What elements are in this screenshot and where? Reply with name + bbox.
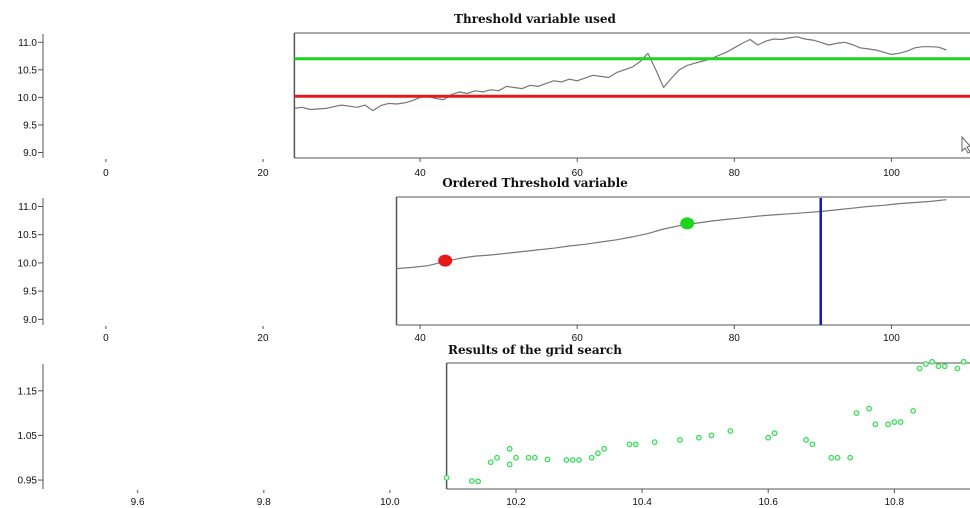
chart2-scatter-point bbox=[468, 478, 475, 484]
chart1-y-tick-label: 10.0 bbox=[18, 258, 38, 269]
chart1-marker-point bbox=[680, 217, 695, 230]
chart2-scatter-point bbox=[872, 421, 879, 428]
chart2-scatter-point bbox=[443, 474, 450, 481]
chart2-scatter-point bbox=[544, 456, 551, 463]
chart0-y-tick-label: 10.0 bbox=[18, 93, 38, 104]
chart0-title: Threshold variable used bbox=[454, 12, 617, 26]
chart2-scatter-point bbox=[695, 434, 702, 441]
chart2-scatter-point bbox=[506, 445, 513, 452]
chart0-y-tick-label: 10.5 bbox=[18, 65, 38, 76]
chart2-x-tick-label: 9.8 bbox=[257, 497, 271, 508]
chart2-scatter-point bbox=[935, 363, 942, 370]
chart0-x-tick-label: 100 bbox=[883, 168, 900, 179]
chart2-scatter-point bbox=[828, 454, 835, 461]
chart2-scatter-point bbox=[765, 434, 772, 441]
chart2-scatter-point bbox=[897, 419, 904, 425]
chart2-scatter-point bbox=[803, 436, 809, 443]
chart2-scatter-point bbox=[632, 441, 639, 448]
chart2-scatter-point bbox=[494, 454, 500, 461]
chart2-scatter-point bbox=[475, 478, 482, 485]
chart1-title: Ordered Threshold variable bbox=[442, 176, 628, 190]
chart2-scatter-point bbox=[885, 421, 891, 428]
chart2-scatter-point bbox=[910, 407, 917, 414]
chart2-scatter-point bbox=[834, 454, 841, 461]
chart2-x-tick-label: 9.6 bbox=[131, 497, 145, 508]
chart2-scatter-point bbox=[929, 358, 936, 365]
chart2-scatter-point bbox=[651, 439, 658, 446]
chart0-series-line bbox=[294, 36, 947, 112]
chart2-scatter-point bbox=[771, 430, 778, 437]
chart2-x-tick-label: 10.4 bbox=[632, 497, 652, 508]
chart2-scatter-point bbox=[708, 432, 715, 439]
mouse-cursor-icon bbox=[961, 135, 970, 154]
chart0-y-tick-label: 11.0 bbox=[18, 38, 37, 49]
chart2-scatter-point bbox=[954, 365, 961, 372]
chart1-x-tick-label: 80 bbox=[729, 333, 741, 344]
chart1-series-line bbox=[396, 199, 947, 270]
chart2-x-tick-label: 10.8 bbox=[885, 497, 905, 508]
chart2-scatter-point bbox=[727, 428, 734, 434]
chart2-y-tick-label: 1.05 bbox=[18, 431, 38, 442]
chart1-y-tick-label: 9.0 bbox=[23, 315, 37, 326]
chart1-y-tick-label: 9.5 bbox=[23, 287, 37, 298]
chart2-scatter-point bbox=[891, 419, 898, 425]
chart1-marker-point bbox=[438, 254, 453, 267]
chart1-x-tick-label: 40 bbox=[415, 333, 427, 344]
chart1-x-tick-label: 0 bbox=[103, 333, 109, 344]
chart2-scatter-point bbox=[922, 361, 929, 367]
chart2-scatter-point bbox=[563, 457, 570, 463]
chart2-x-tick-label: 10.6 bbox=[758, 497, 778, 508]
chart2-x-tick-label: 10.2 bbox=[506, 497, 526, 508]
chart2-scatter-point bbox=[525, 454, 532, 461]
chart1-x-tick-label: 60 bbox=[572, 333, 584, 344]
chart2-scatter-point bbox=[487, 459, 494, 466]
chart0-y-tick-label: 9.0 bbox=[23, 148, 37, 159]
chart2-title: Results of the grid search bbox=[448, 343, 622, 357]
chart2-scatter-point bbox=[916, 365, 923, 372]
chart0-x-tick-label: 20 bbox=[257, 168, 269, 179]
chart2-scatter-point bbox=[941, 363, 948, 370]
chart2-scatter-point bbox=[588, 454, 595, 461]
chart2-scatter-point bbox=[853, 410, 860, 417]
chart2-scatter-point bbox=[531, 454, 538, 461]
chart0-x-tick-label: 40 bbox=[415, 168, 427, 179]
chart2-scatter-point bbox=[506, 461, 513, 468]
chart2-scatter-point bbox=[569, 457, 576, 463]
chart2-y-tick-label: 0.95 bbox=[18, 476, 38, 487]
chart2-x-tick-label: 10.0 bbox=[380, 497, 400, 508]
chart2-scatter-point bbox=[601, 445, 608, 452]
chart2-scatter-point bbox=[626, 441, 633, 448]
chart2-y-tick-label: 1.15 bbox=[18, 386, 38, 397]
chart2-scatter-point bbox=[847, 454, 854, 461]
chart2-scatter-point bbox=[866, 405, 873, 412]
chart0-x-tick-label: 0 bbox=[103, 168, 109, 179]
chart1-y-tick-label: 10.5 bbox=[18, 230, 38, 241]
chart2-scatter-point bbox=[809, 441, 816, 448]
chart1-y-tick-label: 11.0 bbox=[18, 202, 37, 213]
chart0-x-tick-label: 80 bbox=[729, 168, 741, 179]
chart2-scatter-point bbox=[677, 436, 683, 443]
chart1-x-tick-label: 100 bbox=[883, 333, 900, 344]
chart2-scatter-point bbox=[595, 450, 601, 457]
chart0-y-tick-label: 9.5 bbox=[23, 120, 37, 131]
chart1-x-tick-label: 20 bbox=[257, 333, 269, 344]
chart2-scatter-point bbox=[960, 358, 967, 365]
chart0-x-tick-label: 60 bbox=[572, 168, 584, 179]
chart2-scatter-point bbox=[576, 457, 582, 463]
chart2-scatter-point bbox=[513, 454, 519, 461]
